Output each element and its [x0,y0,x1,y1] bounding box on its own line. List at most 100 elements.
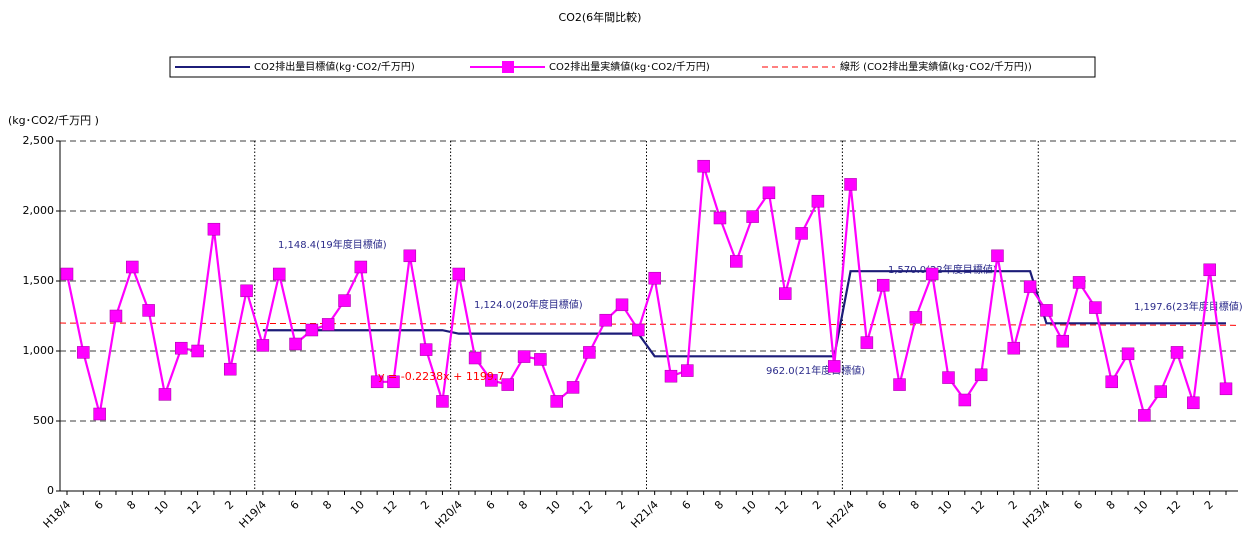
x-tick-label: 12 [185,498,204,517]
annotation: 962.0(21年度目標値) [766,364,865,377]
marker [387,375,400,389]
marker [354,260,368,274]
marker [844,178,857,191]
marker [338,294,351,307]
x-tick-label: 12 [577,498,596,517]
marker [468,351,482,365]
marker [583,346,596,359]
marker [974,368,988,382]
legend-label: CO2排出量実績値(kg･CO2/千万円) [549,60,710,73]
marker [942,371,955,384]
marker [289,337,302,351]
marker [713,211,727,225]
marker [93,407,106,421]
trendline-label: y = -0.2238x + 1199.7 [378,370,504,383]
marker [1170,346,1184,359]
x-tick-label: 2 [810,498,824,512]
x-tick-label: H22/4 [824,498,857,531]
x-tick-label: H21/4 [628,498,661,531]
marker [1007,341,1021,355]
marker [1023,280,1037,293]
x-tick-label: 6 [875,498,889,512]
x-tick-label: 10 [348,498,367,517]
marker [958,393,972,407]
marker [419,343,433,356]
legend-marker [502,61,514,73]
marker [599,313,612,327]
marker [452,267,466,281]
legend-label: CO2排出量目標値(kg･CO2/千万円) [254,60,415,73]
x-tick-label: 6 [92,498,106,512]
y-tick-label: 0 [47,484,54,497]
trendline [59,322,1239,326]
y-tick-label: 2,500 [23,134,55,147]
x-tick-label: 2 [614,498,628,512]
y-tick-label: 500 [33,414,54,427]
x-tick-label: 10 [740,498,759,517]
marker [779,287,792,300]
chart-title: CO2(6年間比較) [559,10,642,24]
marker [517,350,531,363]
marker [664,369,678,383]
marker [1056,334,1070,348]
marker [550,395,563,408]
x-tick-label: 6 [288,498,302,512]
marker [223,362,237,376]
marker [615,298,629,312]
x-tick-label: 8 [124,498,138,512]
marker [1121,347,1135,361]
marker [811,194,825,208]
x-tick-label: 6 [1071,498,1085,512]
marker [109,309,123,323]
x-tick-label: 2 [222,498,236,512]
marker [991,249,1004,263]
marker [436,395,449,408]
marker [746,210,759,223]
marker [1072,276,1086,289]
x-tick-label: 2 [418,498,432,512]
legend-label: 線形 (CO2排出量実績値(kg･CO2/千万円)) [840,60,1032,73]
marker [681,364,694,377]
marker [501,378,514,391]
marker [191,344,204,358]
annotation: 1,570.0(22年度目標値) [888,263,997,276]
x-tick-label: H20/4 [433,498,466,531]
annotation: 1,124.0(20年度目標値) [474,298,583,311]
x-tick-label: 8 [320,498,334,512]
x-tick-label: 10 [1132,498,1151,517]
x-tick-label: 8 [1104,498,1118,512]
y-tick-label: 2,000 [23,204,55,217]
y-tick-label: 1,000 [23,344,55,357]
marker [1089,301,1102,314]
marker [1203,263,1216,277]
marker [485,374,498,387]
marker [175,341,188,355]
x-tick-label: 10 [936,498,955,517]
x-tick-label: 2 [1202,498,1216,512]
marker [403,249,417,263]
marker [207,222,221,236]
x-tick-label: H23/4 [1020,498,1053,531]
marker [632,323,645,337]
x-tick-label: 12 [381,498,400,517]
x-tick-label: 8 [516,498,530,512]
marker [60,267,74,281]
marker [272,267,286,281]
marker [697,159,710,173]
marker [77,346,90,359]
marker [730,255,743,268]
x-tick-label: H18/4 [41,498,74,531]
marker [534,353,547,366]
marker [925,267,939,281]
marker [1040,304,1053,317]
x-tick-label: H19/4 [237,498,270,531]
marker [893,378,906,391]
y-axis-label: (kg･CO2/千万円 ) [8,114,99,127]
marker [795,227,808,240]
y-tick-label: 1,500 [23,274,55,287]
marker [321,318,335,331]
marker [370,375,384,389]
marker [827,360,841,373]
marker [876,278,890,292]
